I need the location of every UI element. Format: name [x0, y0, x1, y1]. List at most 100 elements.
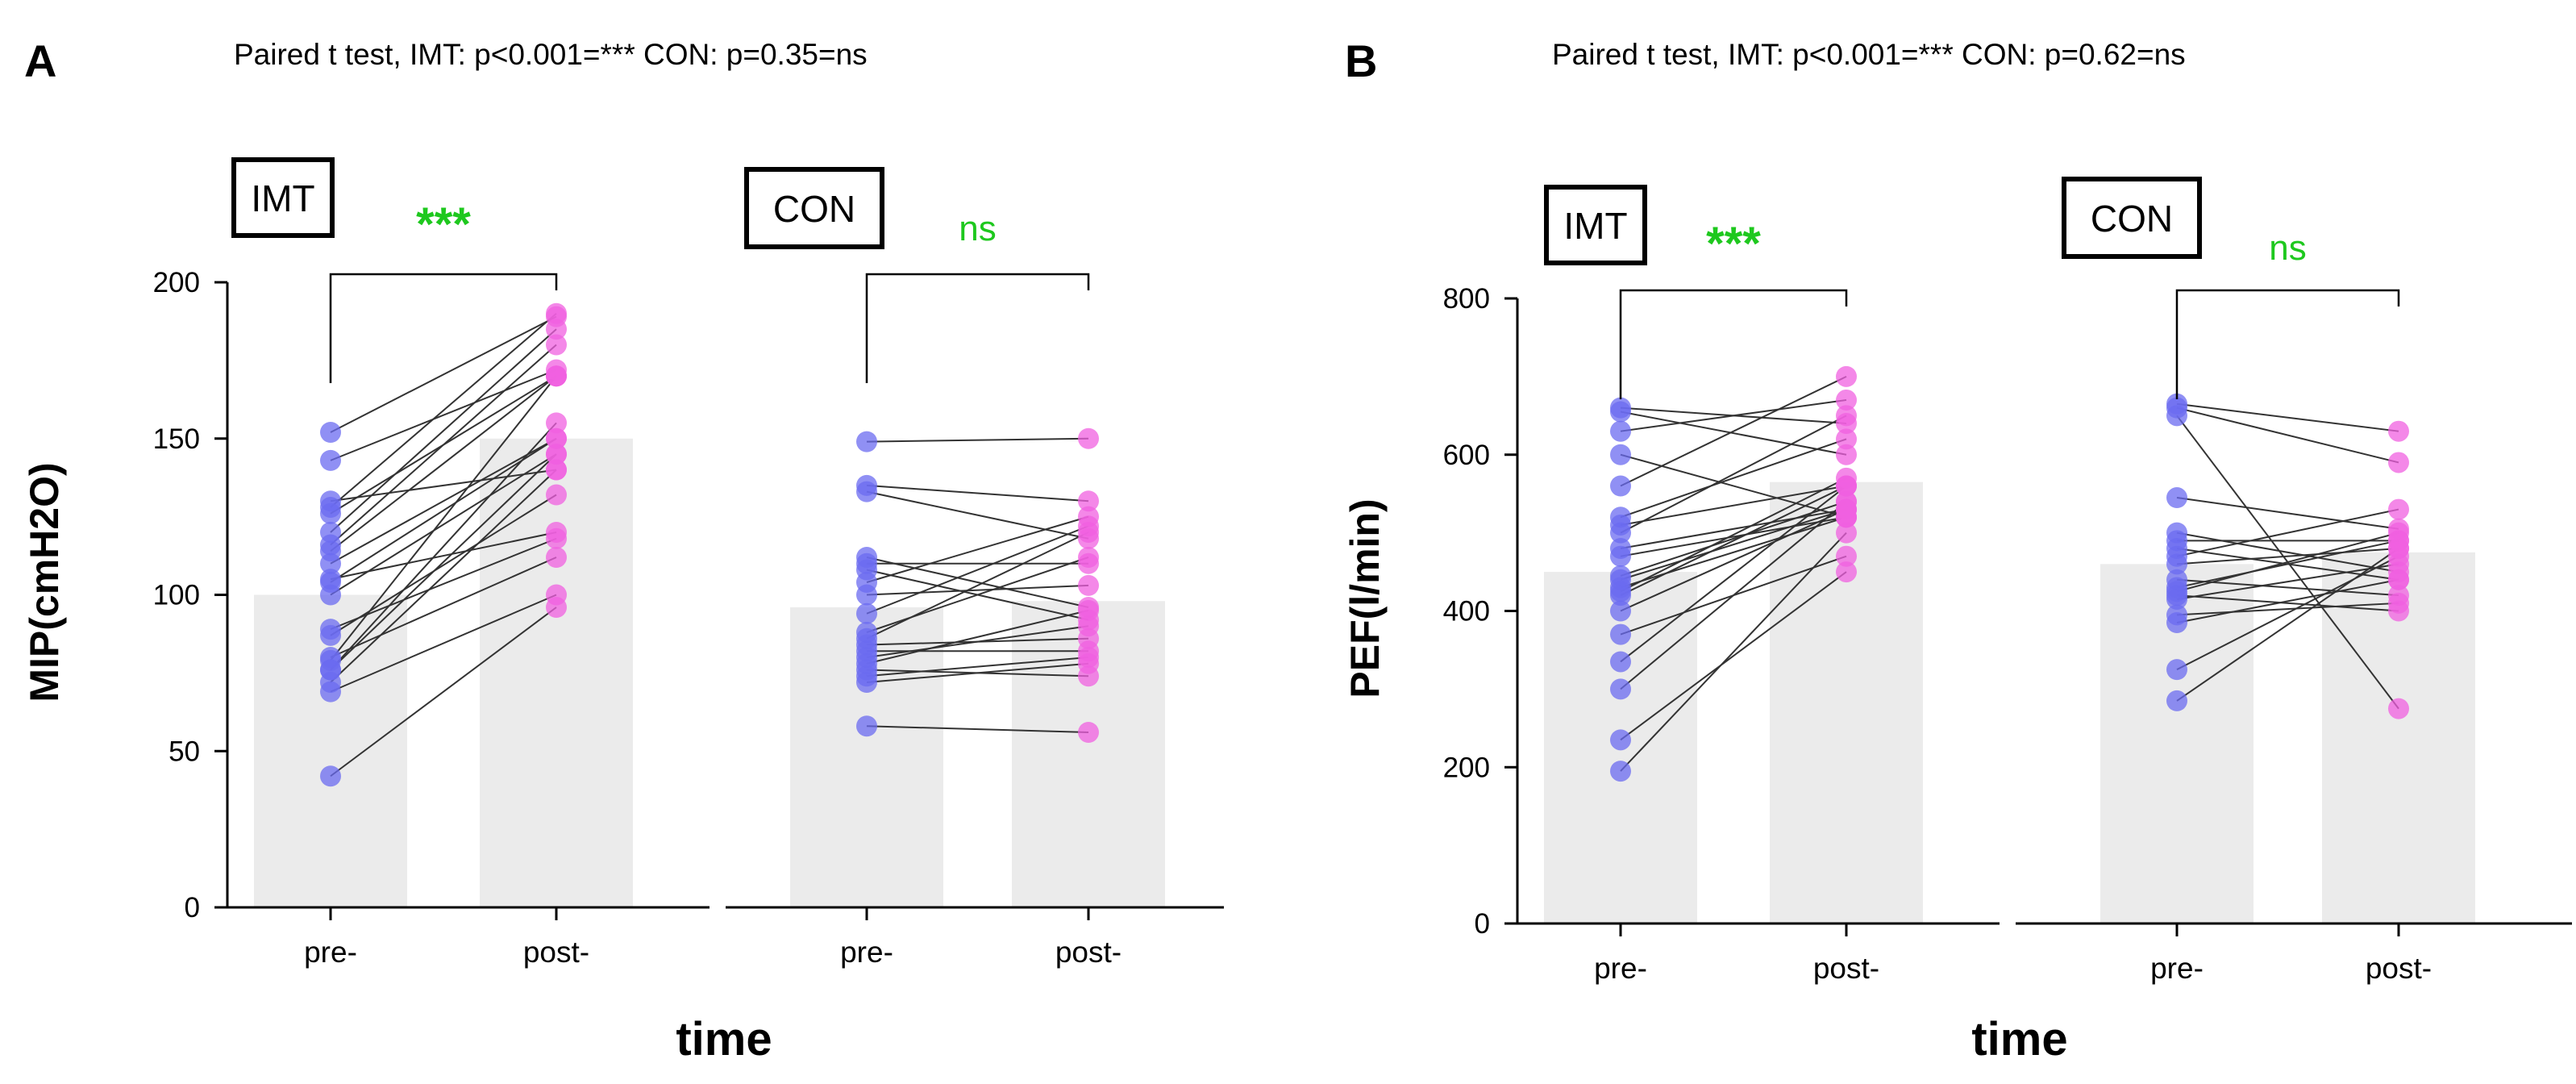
- paired-line: [866, 490, 1089, 540]
- panel-a-x-axis-title: time: [676, 1013, 772, 1065]
- pre-point: [320, 422, 341, 443]
- post-point: [2388, 452, 2409, 473]
- paired-line: [1620, 411, 1847, 456]
- paired-line: [330, 494, 557, 636]
- paired-line: [330, 375, 557, 661]
- significance-label: ***: [1706, 218, 1761, 270]
- significance-bracket: [1619, 289, 1848, 399]
- pre-point: [320, 490, 341, 512]
- y-axis-tick-label: 600: [1443, 440, 1490, 471]
- pre-point: [1610, 623, 1631, 645]
- paired-line: [1620, 485, 1847, 597]
- post-point: [1078, 527, 1099, 549]
- paired-line: [1620, 516, 1847, 589]
- panel-b-title: Paired t test, IMT: p<0.001=*** CON: p=0…: [1552, 38, 2186, 71]
- significance-label: ns: [2269, 228, 2306, 268]
- pre-point: [1610, 444, 1631, 465]
- post-point: [546, 427, 567, 449]
- paired-line: [1620, 508, 1847, 612]
- pre-point: [1610, 729, 1631, 751]
- pre-point: [2166, 604, 2187, 626]
- post-point: [1078, 490, 1099, 512]
- post-point: [2388, 600, 2409, 622]
- x-category-label: post-: [1055, 936, 1122, 969]
- paired-line: [866, 525, 1089, 615]
- post-point: [1836, 428, 1857, 450]
- group-label-box: [1544, 185, 1647, 265]
- paired-line: [2176, 594, 2399, 612]
- y-axis-tick-label: 150: [153, 423, 200, 455]
- pre-point: [320, 619, 341, 640]
- pre-point: [2166, 393, 2187, 415]
- pre-point: [856, 431, 877, 452]
- post-point: [1078, 627, 1099, 649]
- post-point: [2388, 420, 2409, 442]
- paired-line: [2176, 406, 2399, 464]
- paired-line: [2176, 415, 2399, 710]
- pre-point: [1610, 507, 1631, 528]
- significance-label: ***: [416, 198, 471, 251]
- paired-line: [866, 657, 1089, 678]
- panel-b: B Paired t test, IMT: p<0.001=*** CON: p…: [1342, 35, 2572, 1065]
- paired-line: [330, 537, 557, 631]
- pre-point: [320, 449, 341, 471]
- pre-point: [320, 765, 341, 787]
- paired-line: [330, 375, 557, 515]
- pre-point: [320, 522, 341, 543]
- pre-point: [320, 647, 341, 668]
- paired-line: [1620, 375, 1847, 487]
- post-point: [1836, 444, 1857, 465]
- pre-point: [1610, 420, 1631, 442]
- paired-line: [330, 328, 557, 533]
- post-point: [1836, 545, 1857, 567]
- paired-line: [866, 584, 1089, 596]
- paired-line: [330, 422, 557, 671]
- paired-line: [1620, 415, 1847, 534]
- panel-a-plot: 0 50 100 150 200 pre-post- *** IMT pre-post-ns CO…: [153, 157, 1224, 969]
- pre-point: [1610, 761, 1631, 782]
- post-point: [1836, 389, 1857, 411]
- x-category-label: pre-: [2150, 952, 2204, 985]
- post-point: [2388, 518, 2409, 540]
- post-point: [546, 584, 567, 606]
- paired-line: [330, 437, 557, 583]
- x-category-label: pre-: [1594, 952, 1647, 985]
- paired-line: [866, 725, 1089, 733]
- paired-line: [2176, 532, 2399, 573]
- paired-line: [330, 312, 557, 508]
- post-point: [546, 484, 567, 506]
- paired-line: [1620, 571, 1847, 741]
- post-point: [546, 306, 567, 327]
- group-label-box: [744, 167, 884, 249]
- significance-bracket: [865, 273, 1090, 383]
- paired-line: [2176, 548, 2399, 565]
- post-point: [2388, 698, 2409, 719]
- panel-a-title: Paired t test, IMT: p<0.001=*** CON: p=0…: [234, 38, 868, 71]
- paired-line: [1620, 508, 1847, 549]
- post-point: [1836, 507, 1857, 528]
- pre-point: [1610, 600, 1631, 622]
- pre-point: [2166, 659, 2187, 681]
- group-label: IMT: [251, 177, 314, 219]
- post-point: [1078, 574, 1099, 596]
- y-axis-tick-label: 50: [169, 736, 200, 767]
- paired-line: [2176, 497, 2399, 530]
- post-point: [1836, 413, 1857, 434]
- paired-line: [1620, 406, 1847, 424]
- paired-line: [1620, 532, 1847, 772]
- x-category-label: pre-: [304, 936, 357, 969]
- paired-line: [2176, 402, 2399, 432]
- paired-line: [2176, 563, 2399, 600]
- post-point: [546, 359, 567, 381]
- paired-line: [2176, 602, 2399, 616]
- y-axis-tick-label: 0: [1475, 908, 1490, 940]
- x-category-label: post-: [1813, 952, 1879, 985]
- paired-line: [866, 437, 1089, 443]
- paired-line: [2176, 578, 2399, 597]
- paired-line: [1620, 508, 1847, 581]
- group-label-box: [231, 157, 335, 238]
- paired-line: [330, 594, 557, 693]
- paired-line: [2176, 548, 2399, 581]
- paired-line: [866, 609, 1089, 665]
